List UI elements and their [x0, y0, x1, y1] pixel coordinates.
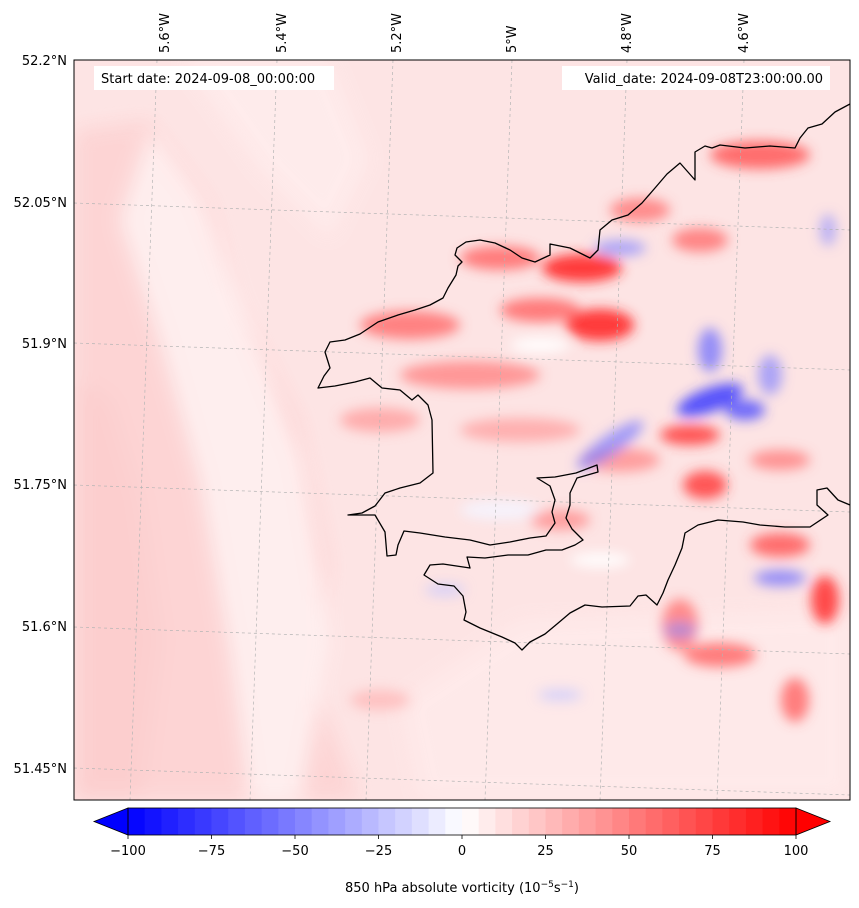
- colorbar-segment: [462, 808, 480, 835]
- colorbar-segment: [261, 808, 279, 835]
- lon-label-4.6W: 4.6°W: [737, 13, 752, 53]
- colorbar-label-main: 850 hPa absolute vorticity (10: [345, 881, 541, 896]
- colorbar-segment: [545, 808, 563, 835]
- colorbar-segment: [244, 808, 262, 835]
- colorbar-max-extend: [795, 807, 832, 836]
- colorbar-segment: [178, 808, 196, 835]
- lat-label-51.9N: 51.9°N: [22, 337, 67, 352]
- colorbar-segment: [311, 808, 329, 835]
- colorbar-ticks: −100 −75 −50 −25 0 25 50 75 100: [110, 835, 808, 859]
- map-frame: [73, 59, 851, 801]
- colorbar-segment: [562, 808, 580, 835]
- colorbar-min-extend: [92, 807, 129, 836]
- lon-label-5W: 5°W: [505, 25, 520, 53]
- colorbar-segment: [428, 808, 446, 835]
- latitude-labels: 52.2°N 52.05°N 51.9°N 51.75°N 51.6°N 51.…: [14, 54, 67, 777]
- colorbar-segment: [578, 808, 596, 835]
- colorbar-segment: [645, 808, 663, 835]
- colorbar-tick-label: −25: [365, 844, 392, 859]
- colorbar-segment: [528, 808, 546, 835]
- colorbar-segment: [662, 808, 680, 835]
- colorbar-segment: [679, 808, 697, 835]
- colorbar: −100 −75 −50 −25 0 25 50 75 100 850 hPa absolute…: [92, 807, 832, 896]
- valid-date-text: Valid_date: 2024-09-08T23:00:00.00: [585, 72, 823, 87]
- colorbar-label-exp1: −5: [541, 880, 554, 890]
- colorbar-segment: [612, 808, 630, 835]
- colorbar-tick-label: 75: [704, 844, 721, 859]
- map-area: Start date: 2024-09-08_00:00:00 Valid_da…: [74, 60, 850, 800]
- colorbar-segment: [762, 808, 780, 835]
- colorbar-segment: [295, 808, 313, 835]
- lon-label-5.4W: 5.4°W: [275, 13, 290, 53]
- colorbar-tick-label: 50: [621, 844, 638, 859]
- valid-date-box: [562, 66, 830, 90]
- colorbar-tick-label: −100: [110, 844, 146, 859]
- colorbar-segment: [378, 808, 396, 835]
- colorbar-segment: [278, 808, 296, 835]
- colorbar-tick-label: 100: [784, 844, 809, 859]
- colorbar-segment: [729, 808, 747, 835]
- colorbar-label-mid: s: [554, 881, 561, 896]
- colorbar-segment: [128, 808, 146, 835]
- colorbar-segment: [361, 808, 379, 835]
- lat-label-51.45N: 51.45°N: [14, 762, 67, 777]
- colorbar-segment: [144, 808, 162, 835]
- colorbar-segment: [328, 808, 346, 835]
- lat-label-51.6N: 51.6°N: [22, 620, 67, 635]
- lon-label-4.8W: 4.8°W: [620, 13, 635, 53]
- colorbar-segment: [395, 808, 413, 835]
- colorbar-segment: [211, 808, 229, 835]
- vorticity-field-features: [340, 141, 839, 722]
- colorbar-segment: [712, 808, 730, 835]
- lat-label-51.75N: 51.75°N: [14, 478, 67, 493]
- lon-label-5.2W: 5.2°W: [390, 13, 405, 53]
- colorbar-segment: [745, 808, 763, 835]
- colorbar-segment: [629, 808, 647, 835]
- colorbar-label-end: ): [574, 881, 579, 896]
- coastline: [317, 103, 850, 651]
- colorbar-segment: [495, 808, 513, 835]
- start-date-text: Start date: 2024-09-08_00:00:00: [101, 72, 315, 87]
- colorbar-segment: [411, 808, 429, 835]
- colorbar-segment: [512, 808, 530, 835]
- colorbar-label: 850 hPa absolute vorticity (10−5s−1): [345, 880, 579, 896]
- colorbar-tick-label: 0: [458, 844, 466, 859]
- colorbar-segment: [695, 808, 713, 835]
- lon-label-5.6W: 5.6°W: [158, 13, 173, 53]
- colorbar-segment: [194, 808, 212, 835]
- colorbar-segment: [161, 808, 179, 835]
- colorbar-segment: [595, 808, 613, 835]
- colorbar-tick-label: −50: [281, 844, 308, 859]
- colorbar-segment: [445, 808, 463, 835]
- colorbar-segment: [228, 808, 246, 835]
- colorbar-segment: [478, 808, 496, 835]
- colorbar-label-exp2: −1: [561, 880, 574, 890]
- colorbar-segments: [128, 808, 797, 835]
- colorbar-segment: [779, 808, 797, 835]
- lat-label-52.05N: 52.05°N: [14, 196, 67, 211]
- start-date-box: [94, 66, 334, 90]
- longitude-labels: 5.6°W 5.4°W 5.2°W 5°W 4.8°W 4.6°W: [158, 13, 752, 53]
- colorbar-tick-label: −75: [198, 844, 225, 859]
- colorbar-segment: [345, 808, 363, 835]
- lat-label-52.2N: 52.2°N: [22, 54, 67, 69]
- colorbar-tick-label: 25: [537, 844, 554, 859]
